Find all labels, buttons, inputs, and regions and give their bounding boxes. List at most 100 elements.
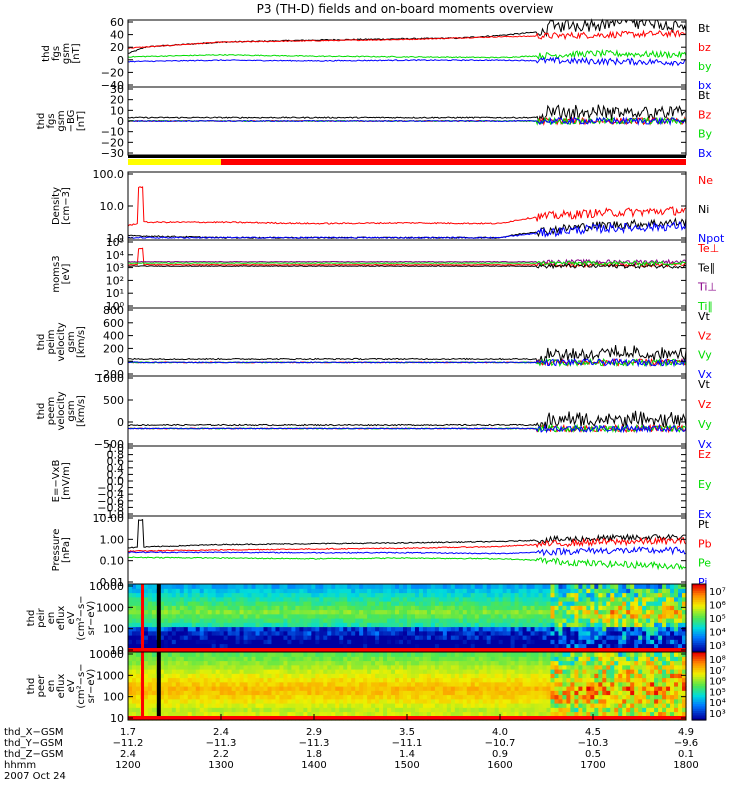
spectrogram-cell [331,635,336,640]
spectrogram-cell [574,660,579,666]
spectrogram-cell [626,677,631,683]
spectrogram-cell [454,635,460,640]
spectrogram-cell [259,652,265,657]
spectrogram-cell [486,592,492,598]
spectrogram-cell [618,677,623,683]
spectrogram-cell [646,618,651,623]
spectrogram-cell [546,643,552,649]
spectrogram-cell [514,669,520,674]
spectrogram-cell [243,664,249,670]
spectrogram-cell [602,686,607,691]
spectrogram-cell [418,690,424,696]
panel-frame [127,19,687,88]
spectrogram-cell [251,588,257,594]
spectrogram-cell [235,588,241,594]
spectrogram-cell [642,690,647,696]
spectrogram-cell [239,596,245,602]
spectrogram-cell [502,588,508,594]
spectrogram-cell [578,703,583,708]
spectrogram-cell [422,601,428,606]
spectrogram-cell [331,707,336,713]
colorbar-cell [692,701,706,705]
spectrogram-cell [554,605,560,611]
spectrogram-cell [355,584,360,589]
spectrogram-cell [291,613,296,619]
spectrogram-cell [211,664,217,670]
spectrogram-cell [670,698,675,704]
spectrogram-cell [594,601,599,606]
spectrogram-cell [151,622,157,628]
spectrogram-cell [203,686,209,691]
spectrogram-cell [610,592,615,598]
spectrogram-cell [287,609,293,615]
spectrogram-cell [610,656,615,662]
spectrogram-cell [259,588,265,594]
spectrogram-cell [550,681,556,687]
spectrogram-cell [410,698,416,704]
spectrogram-cell [219,698,225,704]
spectrogram-cell [502,673,508,679]
spectrogram-cell [562,635,568,640]
spectrogram-cell [494,626,500,632]
spectrogram-cell [550,630,556,636]
spectrogram-cell [566,698,572,704]
spectrogram-cell [383,694,388,700]
spectrogram-cell [243,656,249,662]
spectrogram-cell [538,622,544,628]
spectrogram-cell [287,673,293,679]
spectrogram-cell [454,660,460,666]
spectrogram-cell [231,703,237,708]
spectrogram-cell [171,596,177,602]
legend-entry: Ti⊥ [697,281,717,294]
spectrogram-cell [235,698,241,704]
spectrogram-cell [339,669,344,674]
spectrogram-cell [207,584,213,589]
spectrogram-cell [367,690,372,696]
y-axis-label: velocity [56,391,67,430]
colorbar-tick-label: 10⁸ [709,655,726,666]
spectrogram-cell [470,660,476,666]
spectrogram-cell [347,630,352,636]
spectrogram-cell [662,618,667,623]
spectrogram-cell [526,686,532,691]
spectrogram-cell [574,652,579,657]
spectrogram-cell [231,694,237,700]
spectrogram-cell [658,690,663,696]
spectrogram-cell [542,643,548,649]
spectrogram-cell [410,609,416,615]
spectrogram-cell [642,613,647,619]
spectrogram-cell [159,681,165,687]
spectrogram-cell [606,626,611,632]
spectrogram-cell [391,618,396,623]
spectrogram-cell [566,592,572,598]
spectrogram-cell [315,635,320,640]
spectrogram-cell [203,711,209,717]
spectrogram-cell [574,584,579,589]
spectrogram-cell [135,711,141,717]
spectrogram-cell [255,605,261,611]
spectrogram-cell [466,618,472,623]
colorbar-cell [692,590,706,594]
spectrogram-cell [650,664,655,670]
spectrogram-cell [418,694,424,700]
spectrogram-cell [247,605,253,611]
spectrogram-cell [219,618,225,623]
spectrogram-cell [602,690,607,696]
spectrogram-cell [618,596,623,602]
spectrogram-cell [590,656,595,662]
spectrogram-cell [534,686,540,691]
spectrogram-cell [502,609,508,615]
spectrogram-cell [462,677,468,683]
spectrogram-cell [203,613,209,619]
spectrogram-cell [387,694,392,700]
spectrogram-cell [562,698,568,704]
spectrogram-cell [590,588,595,594]
spectrogram-cell [482,694,488,700]
spectrogram-cell [574,588,579,594]
spectrogram-cell [167,677,173,683]
spectrogram-cell [430,609,436,615]
spectrogram-cell [510,673,516,679]
spectrogram-cell [634,673,639,679]
colorbar-cell [692,706,706,710]
spectrogram-cell [179,711,185,717]
